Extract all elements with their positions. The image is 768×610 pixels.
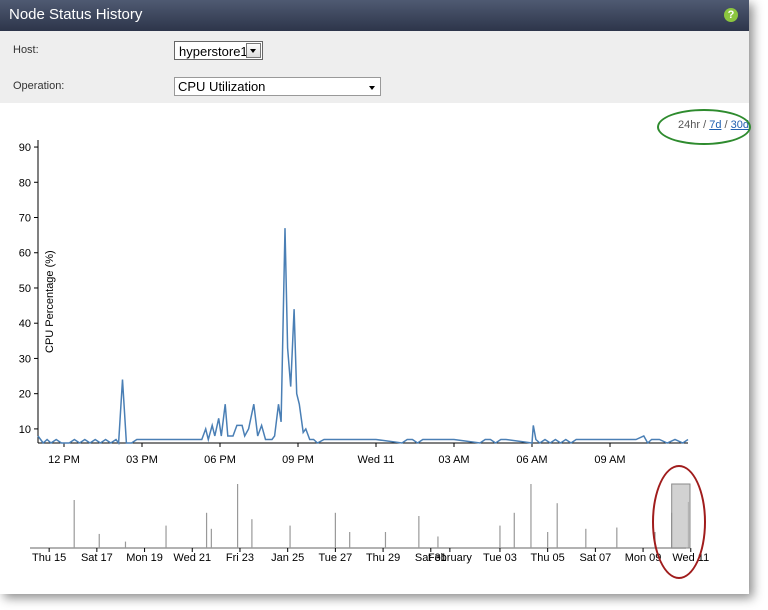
y-tick-label: 90 [19,142,31,154]
operation-label: Operation: [13,80,65,92]
y-tick-label: 80 [19,177,31,189]
overview-chart: Thu 15 Sat 17 Mon 19 Wed 21 Fri 23 Jan 25 Tue … [30,483,709,564]
host-select-value: hyperstore1 [179,44,248,59]
y-tick-label: 50 [19,283,31,295]
x-tick-label: 03 AM [438,454,469,466]
overview-x-tick-label: Mon 09 [625,552,662,564]
y-tick-label: 70 [19,213,31,225]
overview-x-tick-label: Wed 21 [173,552,211,564]
x-tick-label: 06 PM [204,454,236,466]
x-tick-label: 03 PM [126,454,158,466]
chevron-down-icon [369,86,375,90]
overview-x-tick-label: Sat 17 [81,552,113,564]
overview-x-tick-label: Tue 03 [483,552,517,564]
x-tick-label: 09 PM [282,454,314,466]
x-tick-label: 09 AM [594,454,625,466]
cpu-series-line [37,228,689,446]
y-tick-label: 40 [19,318,31,330]
overview-x-tick-label: Jan 25 [271,552,304,564]
overview-x-tick-label: Sat 07 [579,552,611,564]
x-tick-label: 12 PM [48,454,80,466]
overview-x-tick-label: Thu 29 [366,552,400,564]
x-tick-label: 06 AM [516,454,547,466]
host-label: Host: [13,44,39,56]
x-tick-label: Wed 11 [358,454,395,466]
overview-x-tick-label: Thu 05 [531,552,565,564]
cpu-line-chart: 10 20 30 40 50 60 70 80 90 12 PM 03 PM 06 PM 09 PM We… [19,140,689,466]
operation-select[interactable]: CPU Utilization [174,77,381,96]
brush-highlight-ellipse [652,465,706,579]
y-tick-label: 20 [19,389,31,401]
overview-x-tick-label: Mon 19 [126,552,163,564]
title-bar: Node Status History ? [0,0,749,31]
range-highlight-ellipse [657,109,751,145]
chevron-down-icon [250,49,256,53]
overview-x-tick-label: Fri 23 [226,552,254,564]
y-tick-label: 60 [19,248,31,260]
y-tick-label: 10 [19,424,31,436]
host-dropdown-button[interactable] [246,43,261,58]
y-tick-label: 30 [19,353,31,365]
overview-x-tick-label: February [428,552,473,564]
operation-select-value: CPU Utilization [178,79,266,94]
y-axis-label: CPU Percentage (%) [44,250,56,353]
help-icon[interactable]: ? [724,8,738,22]
node-status-window: Node Status History ? Host: hyperstore1 … [0,0,751,579]
overview-x-tick-label: Tue 27 [318,552,352,564]
host-select[interactable]: hyperstore1 [174,41,263,60]
overview-x-tick-label: Sat 31 [415,552,447,564]
overview-x-tick-label: Thu 15 [32,552,66,564]
window-title: Node Status History [9,6,143,23]
